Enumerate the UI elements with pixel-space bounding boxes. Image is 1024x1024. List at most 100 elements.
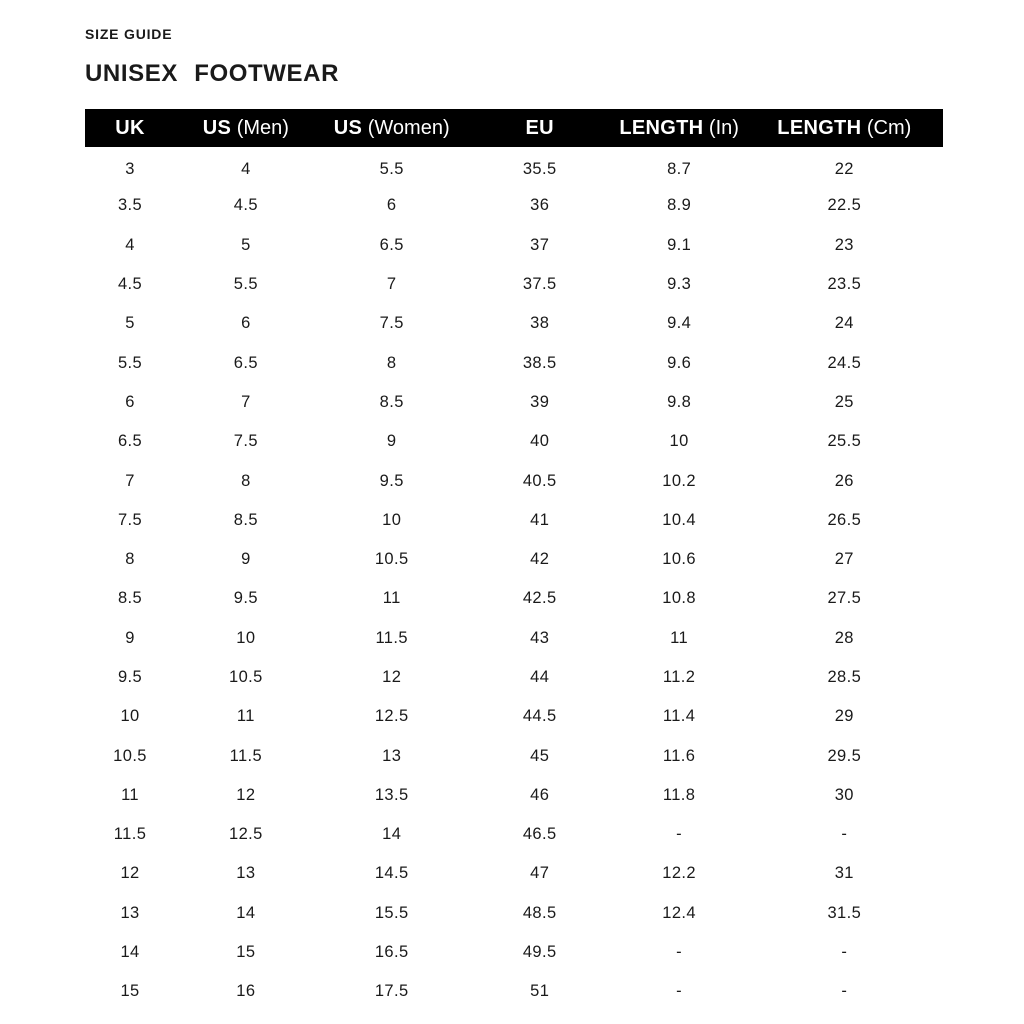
size-cell-us-women: 15.5 [374,903,409,922]
size-cell-length-cm: 26 [834,471,854,490]
size-cell-us-women: 14.5 [374,864,409,883]
size-cell-length-in: 9.4 [667,314,692,333]
size-table-header: UK US (Men) US (Women) EU LENGTH (In) LENGTH … [85,109,943,147]
size-cell-length-cm: 24.5 [827,353,862,372]
size-cell-us-women: 9 [386,432,397,451]
size-cell-length-cm: 23 [834,235,854,254]
table-row: 10 11 12.5 44.5 11.4 29 [85,697,943,736]
size-cell-us-men: 10 [236,628,256,647]
size-cell-us-men: 6 [241,314,251,333]
size-cell-eu: 37.5 [522,275,557,294]
size-cell-uk: 11.5 [113,825,147,844]
size-cell-eu: 47 [530,864,550,883]
column-label: UK [115,116,145,139]
size-cell-eu: 40.5 [522,471,557,490]
size-cell-us-women: 14 [382,825,402,844]
size-cell-us-women: 13 [382,746,402,765]
size-cell-length-cm: 31 [834,864,854,883]
size-cell-length-in: 11.8 [662,785,696,804]
table-row: 7.5 8.5 10 41 10.4 26.5 [85,501,943,540]
size-cell-eu: 38.5 [522,353,557,372]
size-cell-length-in: 11.4 [662,707,696,726]
column-header-uk: UK [85,109,176,147]
size-cell-uk: 13 [120,903,140,922]
size-cell-eu: 35.5 [522,159,557,178]
size-cell-uk: 3.5 [117,196,143,215]
size-cell-us-men: 12.5 [229,825,263,844]
size-cell-us-women: 17.5 [374,982,409,1001]
size-cell-length-cm: 31.5 [827,903,862,922]
size-cell-length-in: 10 [669,432,689,451]
size-cell-us-women: 13.5 [374,785,409,804]
size-cell-us-men: 13 [236,864,256,883]
size-cell-length-cm: - [841,943,848,962]
size-cell-uk: 8.5 [117,589,143,608]
size-cell-us-men: 4.5 [233,196,258,215]
size-cell-us-women: 10 [382,510,402,529]
size-cell-us-women: 9.5 [379,471,404,490]
size-cell-length-in: - [676,825,683,844]
size-cell-uk: 8 [125,550,135,569]
table-row: 7 8 9.5 40.5 10.2 26 [85,461,943,500]
size-cell-us-women: 12.5 [374,707,409,726]
size-cell-length-cm: 25 [834,392,854,411]
size-cell-eu: 45 [530,746,550,765]
size-cell-eu: 43 [530,628,550,647]
size-cell-uk: 7.5 [117,510,143,529]
size-cell-length-cm: - [841,825,848,844]
size-cell-us-women: 11.5 [375,628,408,647]
size-cell-length-in: 10.4 [662,510,696,529]
table-row: 5 6 7.5 38 9.4 24 [85,304,943,343]
size-cell-us-women: 10.5 [374,550,409,569]
size-cell-us-women: 7 [386,275,397,294]
size-cell-uk: 14 [120,943,140,962]
size-cell-eu: 51 [530,982,550,1001]
size-cell-uk: 9.5 [117,668,143,686]
size-cell-length-cm: 22 [834,159,854,178]
size-cell-us-men: 8 [241,471,251,490]
size-cell-us-men: 4 [241,159,251,178]
size-cell-length-cm: 29.5 [827,746,862,765]
size-cell-us-men: 15 [236,943,256,962]
size-cell-length-in: 10.2 [662,471,696,490]
column-header-us-men: US (Men) [175,109,317,147]
table-row: 4.5 5.5 7 37.5 9.3 23.5 [85,265,943,304]
column-header-eu: EU [466,109,613,147]
size-cell-length-in: 9.1 [667,235,692,254]
table-row: 9.5 10.5 12 44 11.2 28.5 [85,658,943,697]
size-cell-eu: 44.5 [522,707,557,726]
size-cell-us-men: 5 [241,235,251,254]
size-cell-us-men: 8.5 [233,510,258,529]
size-cell-us-women: 8.5 [379,392,404,411]
size-table-body: 3 4 5.5 35.5 8.7 22 3.5 4.5 6 36 8.9 22.5 4 5 6.5 37 9.1… [85,147,943,1012]
size-cell-length-in: 10.6 [662,550,696,569]
table-row: 10.5 11.5 13 45 11.6 29.5 [85,736,943,775]
size-cell-uk: 9 [125,628,135,647]
table-row: 15 16 17.5 51 - - [85,972,943,1011]
size-cell-uk: 4 [125,235,135,254]
size-cell-uk: 4.5 [117,275,143,294]
size-cell-uk: 12 [120,864,140,883]
size-cell-us-men: 12 [236,785,256,804]
table-row: 11 12 13.5 46 11.8 30 [85,776,943,815]
size-cell-length-cm: 28.5 [827,668,862,686]
size-guide-label: SIZE GUIDE [85,26,173,42]
table-row: 3 4 5.5 35.5 8.7 22 [85,147,943,186]
size-cell-length-in: - [676,943,683,962]
size-cell-uk: 10 [120,707,140,726]
size-cell-us-women: 11 [382,589,401,608]
size-cell-length-cm: 30 [834,785,854,804]
size-cell-uk: 5.5 [117,353,143,372]
size-cell-length-cm: 26.5 [827,510,862,529]
size-cell-us-men: 7 [241,392,251,411]
table-row: 5.5 6.5 8 38.5 9.6 24.5 [85,343,943,382]
size-cell-length-cm: 22.5 [827,196,862,215]
size-cell-us-men: 6.5 [233,353,258,372]
size-cell-us-men: 9.5 [233,589,258,608]
column-label: EU [525,116,554,139]
size-cell-us-women: 5.5 [379,159,404,178]
size-cell-length-cm: 27 [834,550,854,569]
size-cell-us-men: 14 [236,903,256,922]
size-cell-length-in: 11 [670,628,689,647]
